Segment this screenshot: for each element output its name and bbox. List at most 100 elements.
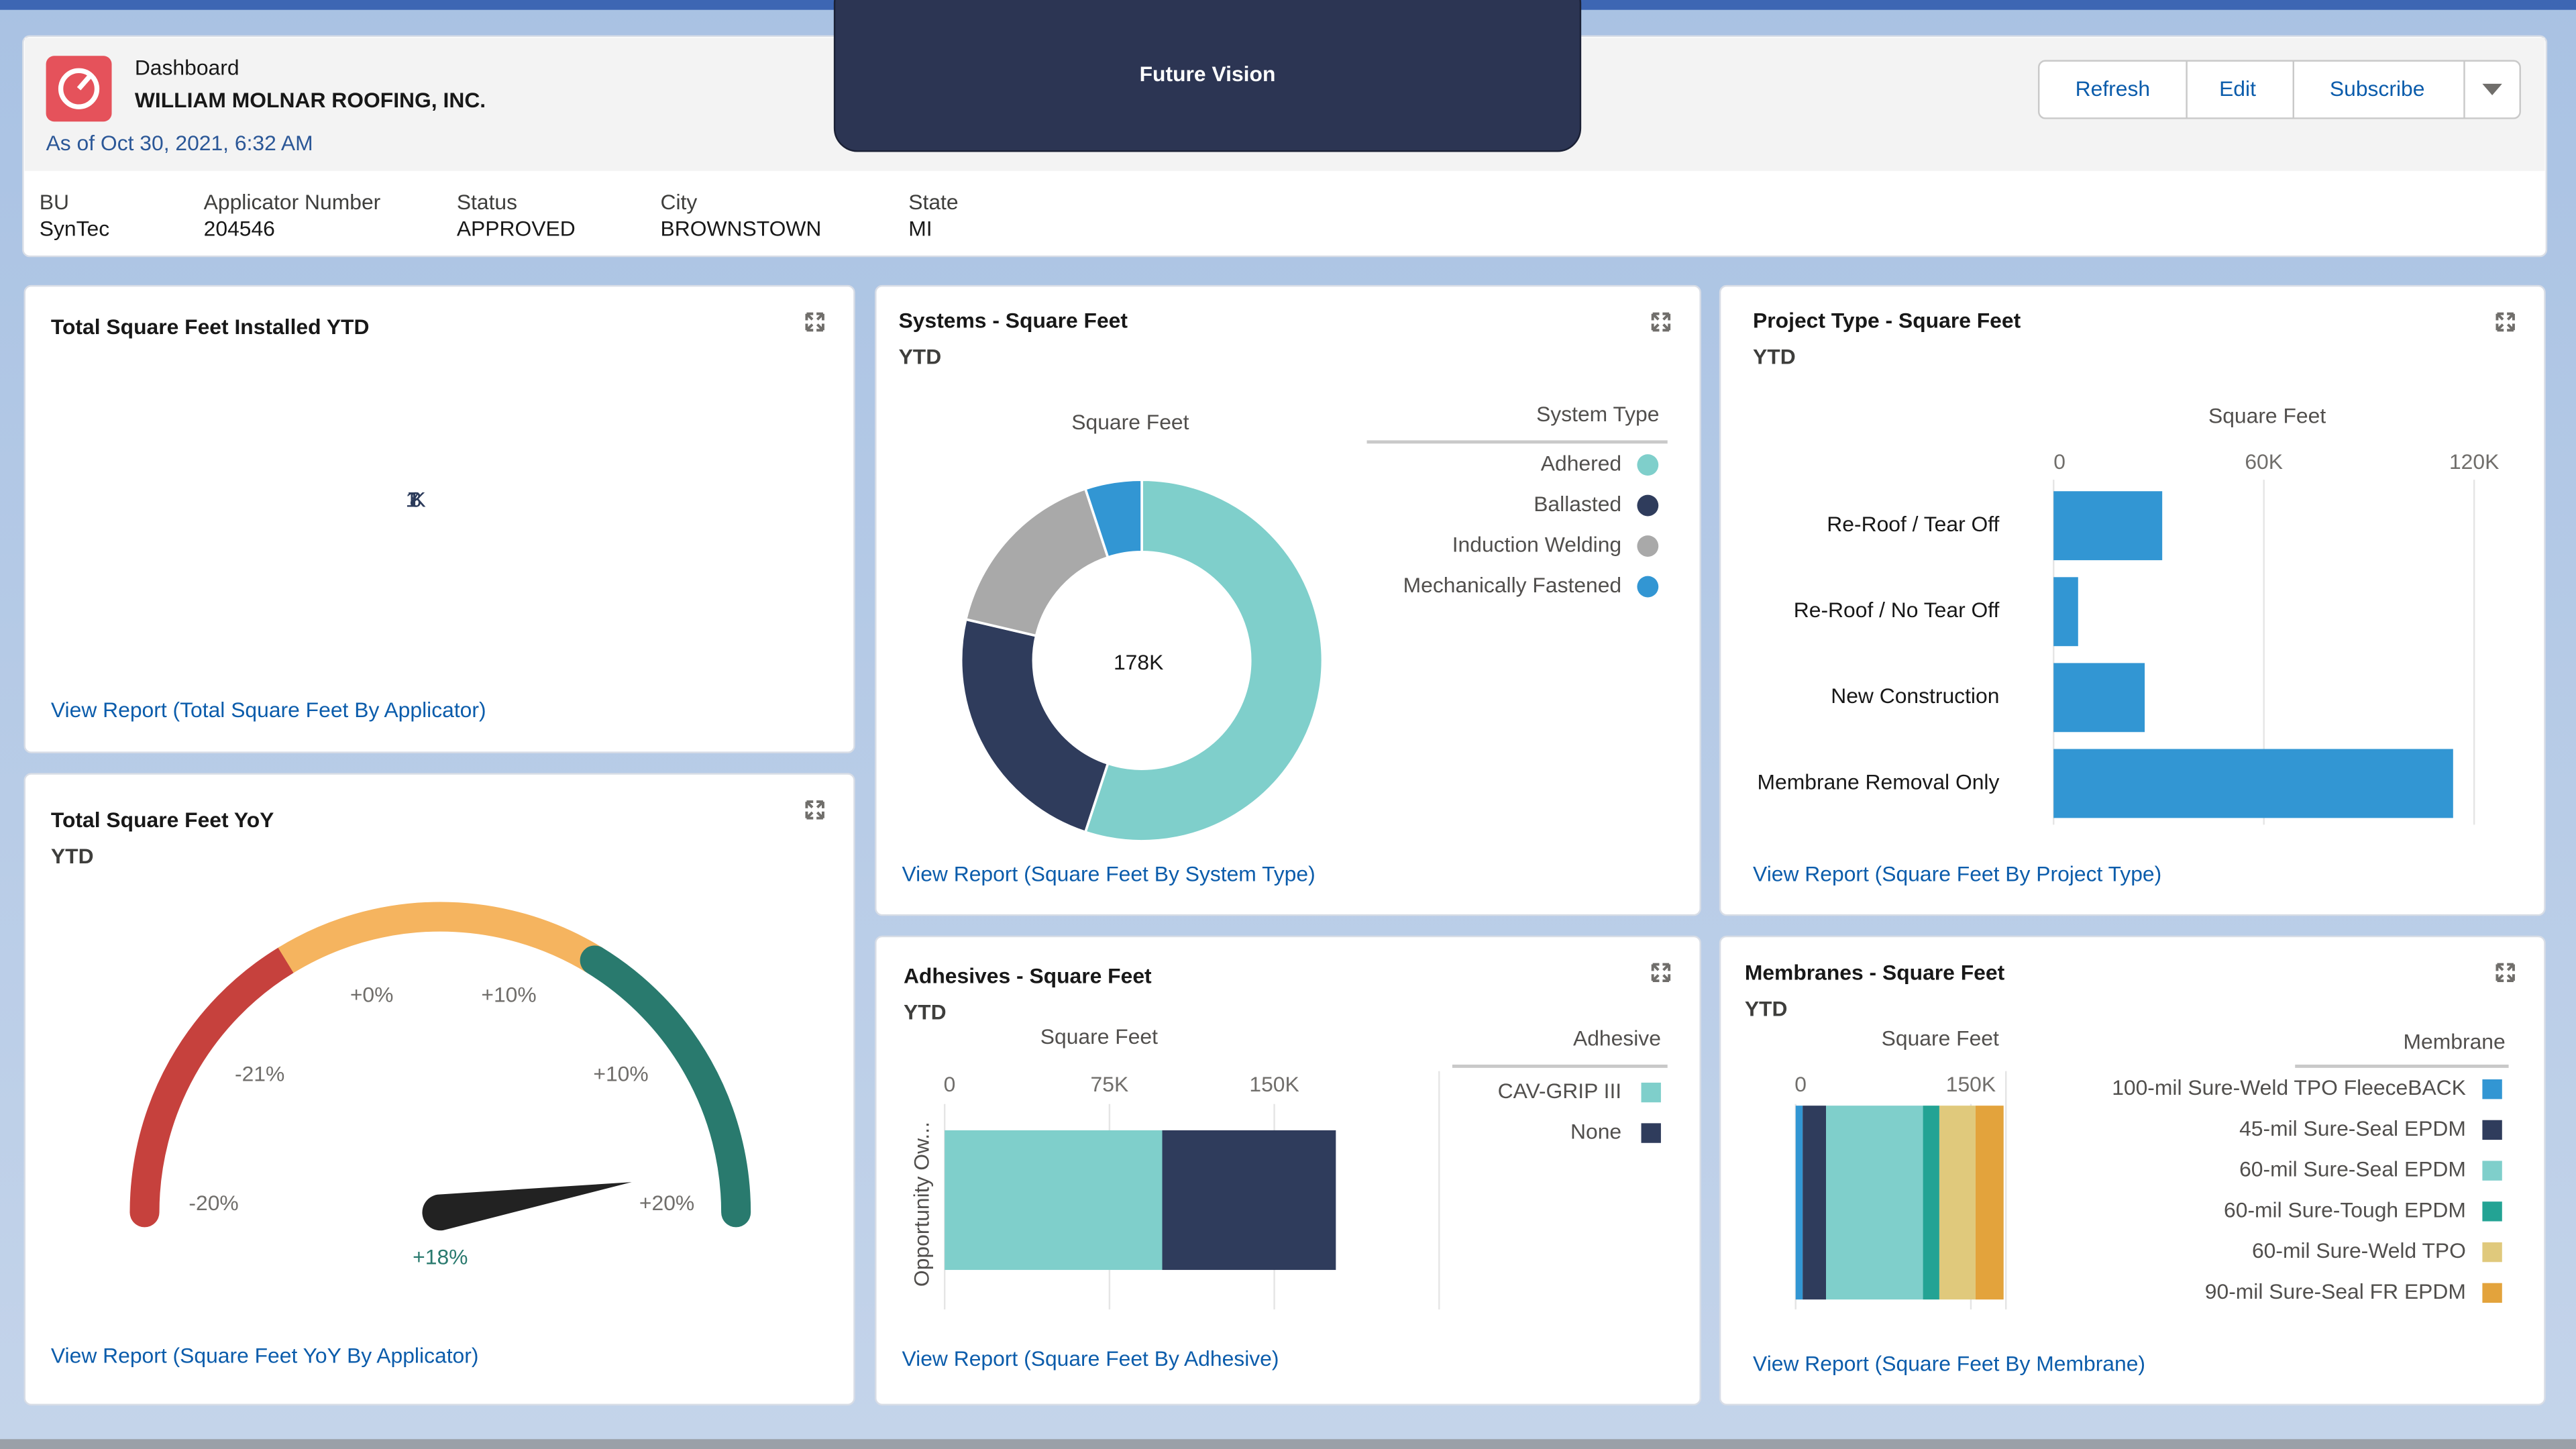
widget-title: Total Square Feet YoY [51,808,274,832]
report-link[interactable]: View Report (Square Feet YoY By Applicat… [51,1343,479,1367]
gauge-tick-label: -21% [235,1061,284,1085]
field-label: City [660,190,697,214]
field-label: Status [457,190,517,214]
page-title: WILLIAM MOLNAR ROOFING, INC. [135,88,486,112]
gauge-tick-label: +0% [350,983,394,1007]
expand-button[interactable] [805,312,824,332]
x-tick-label: 75K [1091,1072,1129,1096]
field-value: 204546 [204,216,275,240]
widget-subtitle: YTD [51,844,94,868]
axis-title: Square Feet [1882,1026,1999,1051]
widget-subtitle: YTD [1745,997,1788,1021]
donut-slice [959,618,1110,834]
gauge-tick-label: -20% [189,1191,238,1215]
expand-button[interactable] [2496,312,2515,332]
widget-title: Adhesives - Square Feet [904,964,1152,988]
icon-glyph [58,68,100,109]
legend-label: Ballasted [1534,492,1621,516]
bar [2053,491,2163,561]
legend-swatch [1637,494,1659,517]
x-tick-label: 120K [2449,449,2499,474]
x-tick-label: 0 [944,1072,956,1096]
axis-title: Square Feet [1071,410,1189,434]
donut-slice [964,487,1110,637]
legend-swatch [2482,1283,2502,1303]
bar-segment [945,1130,1163,1271]
legend-label: 100-mil Sure-Weld TPO FleeceBACK [2112,1075,2466,1099]
legend-swatch [2482,1120,2502,1140]
gauge-tick-label: +10% [593,1061,648,1085]
gauge-value: +18% [413,1244,468,1269]
report-link[interactable]: View Report (Square Feet By Membrane) [1753,1352,2145,1376]
category-label: Re-Roof / Tear Off [1827,512,1999,536]
gauge-tick-label: +10% [481,983,536,1007]
banner-text: Future Vision [1140,62,1276,86]
legend-label: 45-mil Sure-Seal EPDM [2239,1116,2466,1140]
subscribe-button[interactable]: Subscribe [2330,76,2425,101]
widget-subtitle: YTD [1753,344,1796,368]
bar-segment [1162,1130,1336,1271]
dropdown-button[interactable] [2482,83,2502,96]
expand-button[interactable] [2496,963,2515,982]
legend-label: 90-mil Sure-Seal FR EPDM [2205,1279,2466,1303]
field-label: State [908,190,958,214]
widget-card [23,284,855,753]
x-tick-label: 0 [2053,449,2065,474]
category-label: Membrane Removal Only [1758,769,2000,794]
legend-title: Adhesive [1573,1026,1661,1051]
legend-title: Membrane [2404,1030,2506,1054]
legend-label: Adhered [1541,451,1621,475]
legend-label: CAV-GRIP III [1498,1079,1622,1103]
donut-slice [1083,478,1143,559]
widget-title: Membranes - Square Feet [1745,961,2005,985]
report-link[interactable]: View Report (Square Feet By Project Type… [1753,862,2161,886]
legend-swatch [2482,1161,2502,1181]
bar [2053,577,2078,647]
bar-segment [1939,1106,1976,1300]
legend-label: 60-mil Sure-Weld TPO [2252,1238,2466,1263]
legend-label: 60-mil Sure-Seal EPDM [2239,1157,2466,1181]
refresh-button[interactable]: Refresh [2076,76,2150,101]
report-link[interactable]: View Report (Total Square Feet By Applic… [51,698,486,722]
expand-button[interactable] [805,800,824,820]
legend-label: None [1570,1119,1621,1143]
x-tick-label: 150K [1249,1072,1299,1096]
legend-swatch [2482,1242,2502,1263]
legend-title: System Type [1536,402,1659,426]
legend-label: Induction Welding [1452,532,1621,556]
legend-swatch [1637,454,1659,476]
bottom-strip [0,1439,2576,1449]
category-label: New Construction [1831,684,1999,708]
widget-subtitle: YTD [904,1000,947,1024]
bar [2053,663,2145,733]
legend-swatch [2482,1201,2502,1222]
button-group [2037,60,2521,119]
expand-button[interactable] [1651,312,1671,332]
report-link[interactable]: View Report (Square Feet By System Type) [902,862,1315,886]
gauge-band [278,902,603,973]
expand-button[interactable] [1651,963,1671,982]
legend-swatch [1641,1123,1661,1143]
gauge-band [580,945,751,1228]
as-of: As of Oct 30, 2021, 6:32 AM [46,131,313,155]
bar-segment [1826,1106,1923,1300]
donut-total: 178K [1114,650,1163,674]
bar-segment [1923,1106,1939,1300]
x-tick-label: 150K [1946,1072,1996,1096]
legend-swatch [1637,535,1659,557]
icon-glyph [76,74,93,91]
report-link[interactable]: View Report (Square Feet By Adhesive) [902,1346,1279,1371]
field-value: BROWNSTOWN [660,216,821,240]
legend-label: Mechanically Fastened [1403,573,1622,597]
gauge-band [129,945,301,1228]
field-label: Applicator Number [204,190,381,214]
edit-button[interactable]: Edit [2219,76,2256,101]
field-value: SynTec [40,216,109,240]
x-tick-label: 0 [1794,1072,1807,1096]
gauge-tick-label: +20% [639,1191,694,1215]
widget-card [23,773,855,1406]
bar-segment [1803,1106,1827,1300]
page-label: Dashboard [135,55,239,79]
widget-title: Total Square Feet Installed YTD [51,315,370,339]
